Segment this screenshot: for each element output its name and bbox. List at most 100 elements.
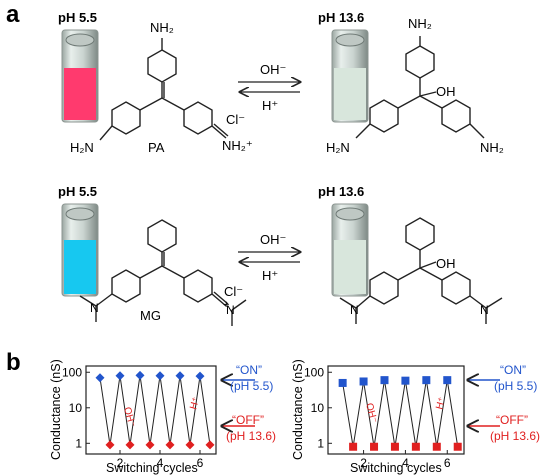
x-tick-label: 6 xyxy=(197,456,204,470)
oh-annotation-1: OH⁻ xyxy=(121,406,137,428)
vial-solution-clear xyxy=(334,68,366,120)
on-state-point xyxy=(443,376,452,385)
h-annotation-1: H⁺ xyxy=(188,396,202,411)
y-axis-label-1: Conductance (nS) xyxy=(49,359,63,460)
on-state-point xyxy=(115,371,125,381)
off-state-point xyxy=(411,442,420,451)
carbinol1-left-amine: H₂N xyxy=(326,140,350,155)
mg-counterion: Cl⁻ xyxy=(224,284,243,299)
forward-reagent-2: OH⁻ xyxy=(260,232,286,247)
panel-b-label: b xyxy=(6,349,21,376)
mg-right-n: N xyxy=(226,303,235,317)
off-state-point xyxy=(145,440,155,450)
on-state-point xyxy=(422,376,431,385)
off-state-point xyxy=(185,440,195,450)
ph-label-mg-base: pH 13.6 xyxy=(318,184,364,199)
series-line xyxy=(342,380,459,447)
vial-mg-acid xyxy=(61,203,99,297)
ph-label-mg-acid: pH 5.5 xyxy=(58,184,97,199)
carbinol-structure-2 xyxy=(339,217,503,324)
reverse-reagent-2: H⁺ xyxy=(262,268,278,283)
y-tick-label: 10 xyxy=(69,401,83,415)
off-state-point xyxy=(370,442,379,451)
pa-counterion: Cl⁻ xyxy=(226,112,245,127)
x-tick-label: 4 xyxy=(157,456,164,470)
mark-group-2 xyxy=(338,376,462,451)
vial-solution-clear-2 xyxy=(334,240,366,294)
pa-cation-structure xyxy=(99,38,229,141)
x-axis-label-2: Switching cycles xyxy=(350,461,442,475)
mg-base-form: pH 13.6 OH N N xyxy=(318,184,503,324)
off-ph-label-1: (pH 13.6) xyxy=(226,429,276,443)
mg-name: MG xyxy=(140,308,161,323)
off-state-point xyxy=(125,440,135,450)
vial-solution-blue xyxy=(64,240,96,294)
x-tick-label: 2 xyxy=(360,456,367,470)
plot-frame-1 xyxy=(85,365,217,455)
plot-frame-2 xyxy=(327,365,465,455)
off-label-1: “OFF” xyxy=(232,413,264,427)
y-axis-label-2: Conductance (nS) xyxy=(291,359,305,460)
ph-label-pa-acid: pH 5.5 xyxy=(58,10,97,25)
equilibrium-arrows-2: OH⁻ H⁺ xyxy=(238,232,300,283)
off-state-point xyxy=(165,440,175,450)
on-state-point xyxy=(135,370,145,380)
carbinol1-top-amine: NH₂ xyxy=(408,16,432,31)
off-state-point xyxy=(105,440,115,450)
carbinol1-oh: OH xyxy=(436,84,456,99)
series-line xyxy=(99,375,211,446)
pa-name: PA xyxy=(148,140,165,155)
carbinol2-right-n: N xyxy=(480,303,489,317)
on-state-point xyxy=(380,376,389,385)
mg-plus-charge: + xyxy=(223,299,229,311)
reverse-reagent-1: H⁺ xyxy=(262,98,278,113)
on-label-1: “ON” xyxy=(236,363,262,377)
on-state-point xyxy=(195,371,205,381)
on-state-point xyxy=(338,378,347,387)
tick-group-1: 1 10 100 2 4 6 xyxy=(62,365,204,470)
y-tick-label: 1 xyxy=(75,436,82,450)
state-labels-2: “ON” (pH 5.5) “OFF” (pH 13.6) xyxy=(468,363,540,443)
equilibrium-arrows-1: OH⁻ H⁺ xyxy=(238,62,300,113)
mg-cation-structure xyxy=(79,219,247,326)
off-state-point xyxy=(432,442,441,451)
on-state-point xyxy=(175,371,185,381)
on-ph-label-2: (pH 5.5) xyxy=(494,379,537,393)
y-tick-label: 1 xyxy=(317,436,324,450)
x-tick-label: 6 xyxy=(444,456,451,470)
off-ph-label-2: (pH 13.6) xyxy=(490,429,540,443)
vial-pa-base xyxy=(331,29,369,123)
carbinol-structure-1 xyxy=(355,36,485,139)
chart-pa-switching: Conductance (nS) Switching cycles 1 10 100… xyxy=(49,359,217,475)
chart-mg-switching: Conductance (nS) Switching cycles 1 10 100… xyxy=(291,359,465,475)
forward-reagent-1: OH⁻ xyxy=(260,62,286,77)
off-label-2: “OFF” xyxy=(496,413,528,427)
on-state-point xyxy=(401,376,410,385)
off-state-point xyxy=(205,440,215,450)
y-tick-label: 10 xyxy=(311,401,325,415)
tick-group-2: 1 10 100 2 4 6 xyxy=(304,365,451,470)
pa-right-group: NH₂⁺ xyxy=(222,138,253,153)
y-tick-label: 100 xyxy=(62,365,82,379)
on-state-point xyxy=(155,371,165,381)
on-state-point xyxy=(359,377,368,386)
on-label-2: “ON” xyxy=(500,363,526,377)
y-tick-label: 100 xyxy=(304,365,324,379)
pa-base-form: pH 13.6 NH₂ OH H₂N NH₂ xyxy=(318,10,504,155)
pa-acid-form: pH 5.5 NH₂ H₂N PA NH₂⁺ Cl⁻ xyxy=(58,10,253,155)
h-annotation-2: H⁺ xyxy=(434,396,448,411)
carbinol1-right-amine: NH₂ xyxy=(480,140,504,155)
vial-pa-acid xyxy=(61,29,99,123)
ph-label-pa-base: pH 13.6 xyxy=(318,10,364,25)
oh-annotation-2: OH⁻ xyxy=(363,402,379,424)
carbinol2-oh: OH xyxy=(436,256,456,271)
off-state-point xyxy=(453,442,462,451)
panel-a-label: a xyxy=(6,1,20,28)
vial-mg-base xyxy=(331,203,369,297)
mg-acid-form: pH 5.5 MG Cl⁻ + N N xyxy=(58,184,247,326)
x-tick-label: 2 xyxy=(117,456,124,470)
vial-solution-pink xyxy=(64,68,96,120)
off-state-point xyxy=(390,442,399,451)
x-axis-label-1: Switching cycles xyxy=(106,461,198,475)
